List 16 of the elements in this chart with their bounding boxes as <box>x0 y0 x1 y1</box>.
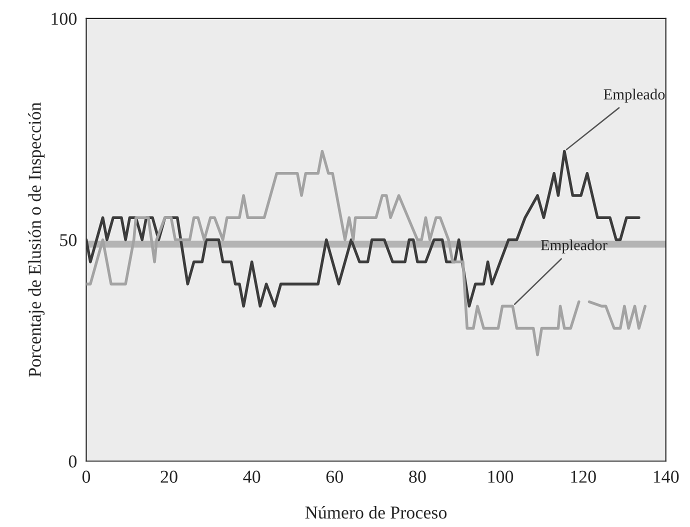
x-tick-label: 40 <box>243 470 260 483</box>
annotation: Empleador <box>540 240 608 254</box>
annotation: Empleado <box>604 88 665 103</box>
y-axis-title: Porcentaje de Elusión o de Inspección <box>28 102 45 377</box>
y-tick-label: 50 <box>60 234 77 246</box>
line-series <box>86 150 640 308</box>
x-tick-label: 100 <box>488 470 514 483</box>
x-tick-label: 20 <box>160 470 178 483</box>
y-tick-label: 100 <box>52 12 77 25</box>
x-tick-label: 140 <box>654 470 679 483</box>
x-axis-title: Número de Proceso <box>305 506 447 519</box>
x-tick-label: 0 <box>82 470 90 483</box>
x-tick-label: 80 <box>409 470 426 483</box>
y-tick-label: 0 <box>68 455 77 468</box>
x-tick-label: 120 <box>571 470 596 483</box>
x-tick-label: 60 <box>326 470 343 483</box>
